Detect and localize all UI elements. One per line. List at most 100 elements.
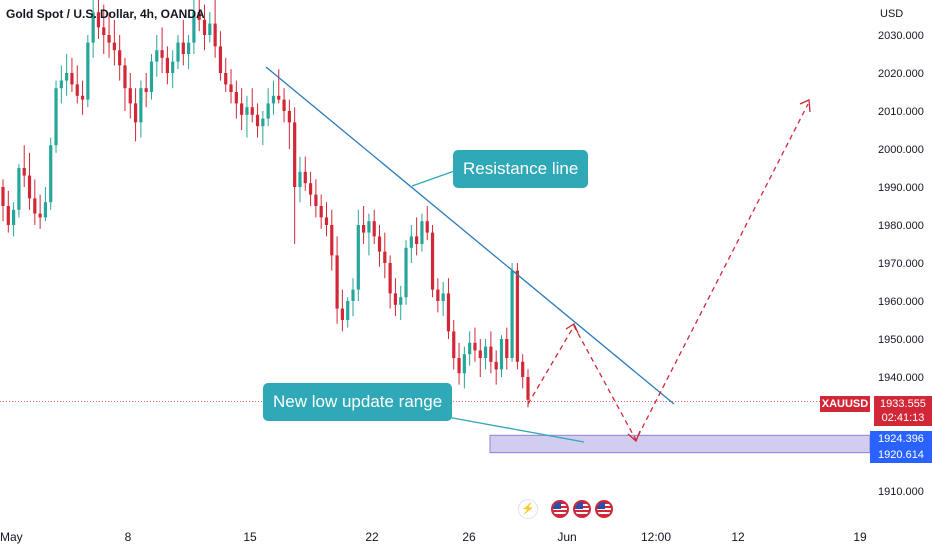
candles <box>1 0 530 408</box>
candle-body <box>372 221 376 237</box>
new-low-range-callout[interactable]: New low update range <box>263 383 453 421</box>
new-low-range-zone[interactable] <box>489 434 871 454</box>
candle-body <box>59 80 63 89</box>
lightning-icon[interactable]: ⚡ <box>518 499 538 519</box>
time-axis: May 8 15 22 26 Jun 12:00 12 19 <box>0 530 867 544</box>
us-flag-event-icon[interactable] <box>595 500 613 518</box>
candle-body <box>255 114 260 127</box>
candle-body <box>240 103 244 115</box>
countdown-tag: 02:41:13 <box>874 410 932 426</box>
candle-body <box>43 202 48 218</box>
candle-body <box>176 42 180 62</box>
candle-body <box>308 183 313 195</box>
candle-body <box>483 346 488 358</box>
resistance-line <box>265 66 675 405</box>
candle-body <box>362 225 366 233</box>
candle-body <box>462 354 466 374</box>
candle-body <box>478 350 482 358</box>
candle-body <box>202 19 207 35</box>
candle-body <box>165 57 169 73</box>
candle-body <box>1 187 5 206</box>
us-flag-event-icon[interactable] <box>551 500 569 518</box>
candle-body <box>266 103 270 119</box>
x-tick-label: 8 <box>125 530 132 544</box>
candle-body <box>149 61 154 92</box>
candle-body <box>452 331 456 358</box>
candle-body <box>17 168 21 210</box>
candle-body <box>118 50 122 66</box>
price-axis: USD 2030.000 2020.000 2010.000 2000.000 1990.… <box>878 8 924 498</box>
candle-body <box>38 213 42 218</box>
candle-body <box>96 12 101 28</box>
candle-body <box>335 255 339 309</box>
candle-body <box>399 297 403 305</box>
candle-body <box>229 84 233 92</box>
candle-body <box>489 346 493 362</box>
candle-body <box>181 42 185 54</box>
us-flag-event-icon[interactable] <box>573 500 591 518</box>
y-tick-label: 2010.000 <box>878 106 924 118</box>
candle-body <box>218 46 223 73</box>
candle-body <box>420 221 424 244</box>
x-tick-label: 12 <box>731 530 745 544</box>
y-tick-label: 1960.000 <box>878 296 924 308</box>
range-zone-rect <box>489 434 871 454</box>
projection-arrowhead <box>799 99 811 113</box>
candle-body <box>187 42 191 54</box>
x-tick-label: 12:00 <box>641 530 671 544</box>
candle-body <box>457 358 461 374</box>
candle-body <box>510 270 514 358</box>
resistance-line-callout[interactable]: Resistance line <box>453 150 589 188</box>
candle-body <box>208 23 212 35</box>
candle-body <box>245 107 249 115</box>
candle-body <box>133 103 138 123</box>
range-low-tag: 1920.614 <box>870 447 932 463</box>
candle-body <box>192 12 196 43</box>
candle-body <box>144 88 148 92</box>
candle-body <box>388 263 392 294</box>
currency-label: USD <box>880 8 903 20</box>
candle-body <box>468 342 472 355</box>
candle-body <box>351 289 355 301</box>
y-tick-label: 1950.000 <box>878 334 924 346</box>
candle-body <box>224 73 228 85</box>
candle-body <box>430 232 435 290</box>
candle-body <box>377 236 382 252</box>
candle-body <box>346 301 350 320</box>
candle-body <box>314 194 318 206</box>
candle-body <box>298 171 302 187</box>
candle-body <box>54 88 58 146</box>
candle-body <box>123 65 127 89</box>
candle-body <box>505 339 509 358</box>
candle-body <box>282 99 286 111</box>
candle-body <box>70 73 74 85</box>
candle-body <box>293 122 297 187</box>
candle-body <box>521 361 525 377</box>
x-tick-label: 19 <box>853 530 867 544</box>
candle-body <box>155 50 159 62</box>
range-high-tag: 1924.396 <box>870 431 932 447</box>
x-tick-label: 22 <box>365 530 379 544</box>
candle-body <box>271 95 276 104</box>
candle-body <box>49 145 53 203</box>
candle-body <box>319 206 323 218</box>
candle-body <box>213 23 217 47</box>
candle-body <box>171 61 175 73</box>
x-tick-label: 26 <box>462 530 476 544</box>
candle-body <box>383 251 387 263</box>
candle-body <box>27 175 32 199</box>
candle-body <box>393 293 398 305</box>
candle-body <box>277 95 281 100</box>
candle-body <box>287 111 291 123</box>
candle-body <box>22 168 26 176</box>
candle-body <box>6 206 10 225</box>
candle-body <box>409 236 413 248</box>
x-tick-label: May <box>0 530 23 544</box>
candle-body <box>446 293 451 332</box>
last-price-tag: 1933.555 <box>874 396 932 412</box>
projection-arrowhead <box>627 430 641 443</box>
candle-body <box>499 339 504 370</box>
x-tick-label: 15 <box>243 530 257 544</box>
candle-body <box>515 270 519 362</box>
